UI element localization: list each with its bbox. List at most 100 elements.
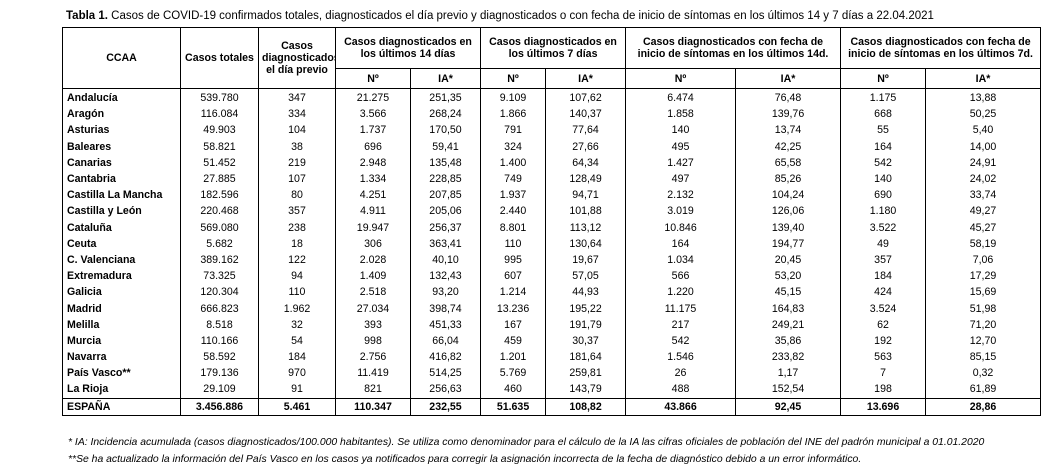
cell: 514,25 <box>409 365 482 382</box>
cell: 232,55 <box>409 397 482 416</box>
cell: 363,41 <box>409 235 482 252</box>
cell: 57,05 <box>545 268 627 285</box>
cell: 45,15 <box>735 284 842 301</box>
cell: 542 <box>840 154 927 171</box>
total-row: ESPAÑA 3.456.886 5.461 110.347 232,55 51.635 1… <box>62 397 1042 416</box>
covid-table: CCAA Casos totales Casos diagnosticados el… <box>62 27 1042 416</box>
cell: 220.468 <box>180 203 259 220</box>
column-subheader: IA* <box>735 68 842 89</box>
cell: 9.109 <box>480 88 547 107</box>
column-header: Casos totales <box>180 27 259 89</box>
caption-text: Casos de COVID-19 confirmados totales, d… <box>111 10 934 22</box>
table-header: CCAA Casos totales Casos diagnosticados el… <box>62 27 1042 89</box>
cell: 132,43 <box>409 268 482 285</box>
cell: 27.034 <box>335 300 411 317</box>
table-row: Canarias 51.452 219 2.948 135,48 1.400 64,34 1.… <box>62 154 1042 171</box>
table-row: Andalucía 539.780 347 21.275 251,35 9.109 107,… <box>62 88 1042 107</box>
cell: 54 <box>258 332 336 349</box>
cell: 1.180 <box>840 203 927 220</box>
cell: 238 <box>258 219 336 236</box>
cell: 80 <box>258 187 336 204</box>
cell: 104,24 <box>735 187 842 204</box>
table-row: Murcia 110.166 54 998 66,04 459 30,37 542 35,86 1… <box>62 332 1042 349</box>
header-subrow: Nº IA* Nº IA* Nº IA* Nº IA* <box>63 68 1042 89</box>
cell: 55 <box>840 122 927 139</box>
table-row: Cantabria 27.885 107 1.334 228,85 749 128,49 49… <box>62 170 1042 188</box>
cell: 1.962 <box>258 300 336 317</box>
cell: 58,19 <box>925 235 1042 252</box>
cell: 51,98 <box>925 300 1042 317</box>
cell: 40,10 <box>409 251 482 269</box>
cell: 126,06 <box>735 203 842 220</box>
cell: 107,62 <box>545 88 627 107</box>
cell: 184 <box>840 268 927 285</box>
cell: 668 <box>840 106 927 123</box>
region-name: Melilla <box>62 316 181 333</box>
cell: 398,74 <box>409 300 482 317</box>
cell: 2.948 <box>335 154 411 171</box>
cell: 607 <box>480 268 547 285</box>
cell: 85,26 <box>735 170 842 188</box>
cell: 324 <box>480 138 547 155</box>
cell: 113,12 <box>545 219 627 236</box>
cell: 164 <box>840 138 927 155</box>
table-row: Ceuta 5.682 18 306 363,41 110 130,64 164 194,77 4… <box>62 235 1042 252</box>
header-row: CCAA Casos totales Casos diagnosticados el… <box>62 27 1042 89</box>
cell: 1.937 <box>480 187 547 204</box>
cell: 539.780 <box>180 88 259 107</box>
cell: 120.304 <box>180 284 259 301</box>
column-subheader: Nº <box>480 68 547 89</box>
cell: 139,76 <box>735 106 842 123</box>
cell: 5.682 <box>180 235 259 252</box>
region-name: Murcia <box>62 332 181 349</box>
cell: 821 <box>335 381 411 399</box>
column-header: Casos diagnosticados en los últimos 7 dí… <box>480 27 627 69</box>
cell: 92,45 <box>735 397 842 416</box>
cell: 184 <box>258 349 336 366</box>
cell: 306 <box>335 235 411 252</box>
table-row: Galicia 120.304 110 2.518 93,20 1.214 44,93 1.2… <box>62 284 1042 301</box>
cell: 3.456.886 <box>180 397 259 416</box>
column-subheader: Nº <box>625 68 737 89</box>
cell: 94,71 <box>545 187 627 204</box>
region-name: ESPAÑA <box>62 397 181 416</box>
region-name: Ceuta <box>62 235 181 252</box>
cell: 497 <box>625 170 737 188</box>
cell: 45,27 <box>925 219 1042 236</box>
region-name: La Rioja <box>62 381 181 399</box>
cell: 135,48 <box>409 154 482 171</box>
cell: 1.175 <box>840 88 927 107</box>
cell: 542 <box>625 332 737 349</box>
cell: 77,64 <box>545 122 627 139</box>
cell: 451,33 <box>409 316 482 333</box>
region-name: Castilla La Mancha <box>62 187 181 204</box>
cell: 357 <box>840 251 927 269</box>
cell: 50,25 <box>925 106 1042 123</box>
cell: 488 <box>625 381 737 399</box>
cell: 91 <box>258 381 336 399</box>
cell: 5.461 <box>258 397 336 416</box>
cell: 110.166 <box>180 332 259 349</box>
cell: 1.201 <box>480 349 547 366</box>
region-name: Canarias <box>62 154 181 171</box>
cell: 566 <box>625 268 737 285</box>
cell: 179.136 <box>180 365 259 382</box>
table-row: La Rioja 29.109 91 821 256,63 460 143,79 488 152… <box>62 381 1042 399</box>
cell: 14,00 <box>925 138 1042 155</box>
cell: 2.028 <box>335 251 411 269</box>
column-subheader: Nº <box>335 68 411 89</box>
cell: 1.409 <box>335 268 411 285</box>
cell: 44,93 <box>545 284 627 301</box>
cell: 198 <box>840 381 927 399</box>
cell: 233,82 <box>735 349 842 366</box>
cell: 219 <box>258 154 336 171</box>
cell: 5,40 <box>925 122 1042 139</box>
cell: 30,37 <box>545 332 627 349</box>
cell: 4.911 <box>335 203 411 220</box>
cell: 995 <box>480 251 547 269</box>
region-name: Madrid <box>62 300 181 317</box>
cell: 143,79 <box>545 381 627 399</box>
cell: 998 <box>335 332 411 349</box>
cell: 108,82 <box>545 397 627 416</box>
table-row: Baleares 58.821 38 696 59,41 324 27,66 495 42,25… <box>62 138 1042 155</box>
